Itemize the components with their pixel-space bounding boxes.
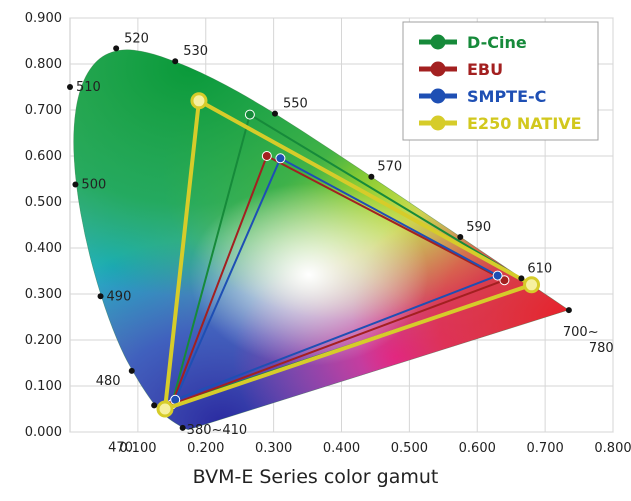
wavelength-label: 570 [377, 160, 402, 175]
wavelength-marker [72, 181, 79, 188]
wavelength-marker [128, 367, 135, 374]
gamut-vertex [523, 276, 541, 294]
wavelength-marker [518, 275, 525, 282]
gamut-triangles [156, 92, 541, 418]
y-tick-label: 0.800 [25, 57, 62, 72]
axes: 0.000 0.100 0.200 0.300 0.400 0.500 0.600 0.700… [25, 11, 631, 456]
legend-label: D-Cine [467, 33, 527, 52]
y-tick-label: 0.600 [25, 149, 62, 164]
y-tick-label: 0.000 [25, 425, 62, 440]
y-tick-label: 0.200 [25, 333, 62, 348]
gamut-vertex [244, 109, 255, 120]
wavelength-marker [565, 307, 572, 314]
wavelength-marker [457, 233, 464, 240]
wavelength-label: 590 [466, 220, 491, 235]
chromaticity-chart: 0.000 0.100 0.200 0.300 0.400 0.500 0.600 0.700… [25, 11, 631, 456]
x-tick-label: 0.200 [187, 441, 224, 456]
gamut-vertex [190, 92, 208, 110]
y-tick-label: 0.300 [25, 287, 62, 302]
gamut-triangle [163, 98, 534, 411]
wavelength-marker [113, 45, 120, 52]
y-tick-label: 0.700 [25, 103, 62, 118]
gamut-triangle [170, 155, 506, 406]
y-tick-label: 0.100 [25, 379, 62, 394]
wavelength-label: 520 [124, 31, 149, 46]
gamut-vertex [275, 153, 286, 164]
x-tick-label: 0.300 [255, 441, 292, 456]
gamut-vertex [261, 151, 272, 161]
wavelength-marker [179, 424, 186, 431]
wavelength-labels: 520 530 510 550 570 500 590 610 490 700~780 480 470… [67, 31, 614, 455]
legend-marker [430, 115, 446, 131]
wavelength-label: 700~ [563, 325, 599, 340]
wavelength-label: 500 [81, 178, 106, 193]
gamut-triangle [174, 157, 499, 401]
wavelength-label: 780 [589, 341, 614, 356]
legend-marker [430, 88, 446, 104]
y-tick-label: 0.400 [25, 241, 62, 256]
legend-label: SMPTE-C [467, 87, 546, 106]
wavelength-marker [151, 402, 158, 409]
x-tick-label: 0.700 [527, 441, 564, 456]
gamut-vertex [156, 400, 174, 418]
x-tick-label: 0.400 [323, 441, 360, 456]
locus-outline [73, 49, 570, 431]
x-tick-label: 0.500 [391, 441, 428, 456]
legend-label: E250 NATIVE [467, 114, 582, 133]
wavelength-marker [67, 84, 73, 90]
y-tick-label: 0.500 [25, 195, 62, 210]
wavelength-marker [368, 173, 375, 180]
gamut-vertex [499, 275, 510, 286]
wavelength-label: 510 [76, 80, 101, 95]
wavelength-label: 470 [108, 440, 133, 455]
wavelength-marker [172, 58, 179, 65]
x-tick-label: 0.100 [119, 441, 156, 456]
wavelength-label: 380~410 [187, 423, 248, 438]
x-tick-label: 0.600 [459, 441, 496, 456]
x-tick-label: 0.800 [594, 441, 631, 456]
wavelength-label: 550 [283, 97, 308, 112]
legend-label: EBU [467, 60, 503, 79]
wavelength-label: 480 [96, 374, 121, 389]
wavelength-marker [97, 293, 104, 300]
gamut-vertex [492, 270, 503, 281]
y-tick-label: 0.900 [25, 11, 62, 26]
legend: D-Cine EBU SMPTE-C E250 NATIVE [402, 21, 599, 141]
wavelength-label: 490 [107, 289, 132, 304]
chart-caption: BVM-E Series color gamut [192, 466, 439, 488]
legend-marker [430, 34, 446, 50]
wavelength-marker [271, 110, 278, 117]
legend-marker [430, 61, 446, 77]
wavelength-label: 530 [183, 44, 208, 59]
wavelength-label: 610 [527, 261, 552, 276]
